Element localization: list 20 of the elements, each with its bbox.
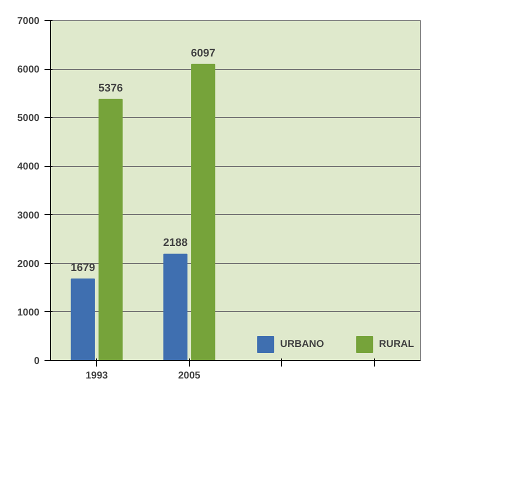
x-tick-label: 1993 bbox=[86, 370, 108, 382]
bar bbox=[70, 278, 95, 360]
y-tick-label: 4000 bbox=[17, 162, 40, 173]
bar bbox=[191, 64, 216, 360]
legend-label: RURAL bbox=[379, 338, 414, 350]
y-tick-label: 3000 bbox=[17, 210, 40, 222]
y-tick-label: 5000 bbox=[17, 113, 40, 124]
data-label: 6097 bbox=[190, 47, 216, 60]
bar bbox=[98, 98, 123, 360]
y-tick-label: 6000 bbox=[17, 64, 40, 76]
y-tick-label: 0 bbox=[34, 356, 40, 367]
data-label: 2188 bbox=[163, 237, 188, 250]
legend-label: URBANO bbox=[280, 338, 324, 350]
data-label: 5376 bbox=[98, 82, 123, 94]
y-tick-label: 1000 bbox=[17, 307, 40, 318]
y-tick-label: 2000 bbox=[17, 258, 40, 270]
bar bbox=[163, 254, 188, 360]
x-tick-label: 2005 bbox=[178, 370, 201, 382]
data-label: 1679 bbox=[70, 262, 96, 274]
y-tick-label: 7000 bbox=[17, 16, 40, 27]
